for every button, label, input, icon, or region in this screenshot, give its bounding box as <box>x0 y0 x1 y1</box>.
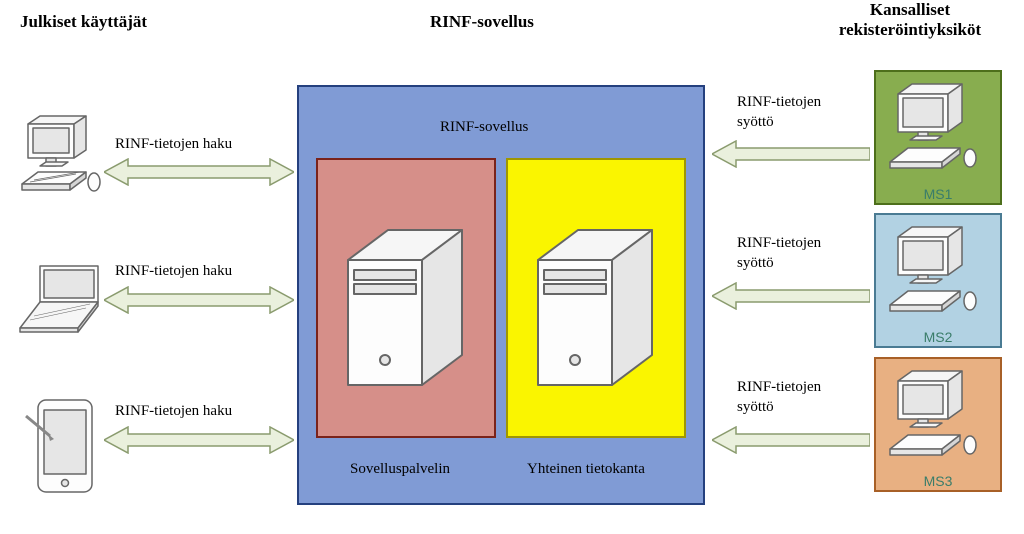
left-label-3: RINF-tietojen haku <box>115 402 232 421</box>
left-arrow-1 <box>104 158 294 186</box>
ms-label-1: MS1 <box>874 186 1002 202</box>
right-label-1b: syöttö <box>737 113 774 132</box>
caption-right: Yhteinen tietokanta <box>527 460 645 479</box>
ms-label-2: MS2 <box>874 329 1002 345</box>
ms-computer-1 <box>882 76 982 176</box>
right-label-1a: RINF-tietojen <box>737 93 821 112</box>
left-arrow-2 <box>104 286 294 314</box>
device-tablet <box>24 394 104 498</box>
right-label-3a: RINF-tietojen <box>737 378 821 397</box>
ms-computer-2 <box>882 219 982 319</box>
heading-left: Julkiset käyttäjät <box>20 12 147 32</box>
device-laptop <box>12 258 106 338</box>
heading-right: Kansalliset rekisteröintiyksiköt <box>810 0 1010 40</box>
right-label-2b: syöttö <box>737 254 774 273</box>
caption-left: Sovelluspalvelin <box>350 460 450 479</box>
right-arrow-1 <box>712 140 870 168</box>
heading-center: RINF-sovellus <box>430 12 534 32</box>
central-title: RINF-sovellus <box>440 118 528 137</box>
right-arrow-2 <box>712 282 870 310</box>
right-label-3b: syöttö <box>737 398 774 417</box>
server-left <box>330 200 480 400</box>
ms-label-3: MS3 <box>874 473 1002 489</box>
right-arrow-3 <box>712 426 870 454</box>
left-label-2: RINF-tietojen haku <box>115 262 232 281</box>
device-desktop <box>16 108 106 198</box>
right-label-2a: RINF-tietojen <box>737 234 821 253</box>
server-right <box>520 200 670 400</box>
ms-computer-3 <box>882 363 982 463</box>
left-label-1: RINF-tietojen haku <box>115 135 232 154</box>
left-arrow-3 <box>104 426 294 454</box>
